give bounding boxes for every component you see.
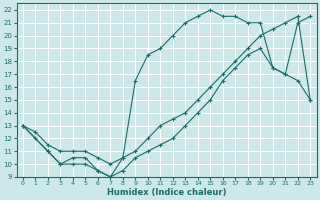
X-axis label: Humidex (Indice chaleur): Humidex (Indice chaleur) bbox=[107, 188, 226, 197]
